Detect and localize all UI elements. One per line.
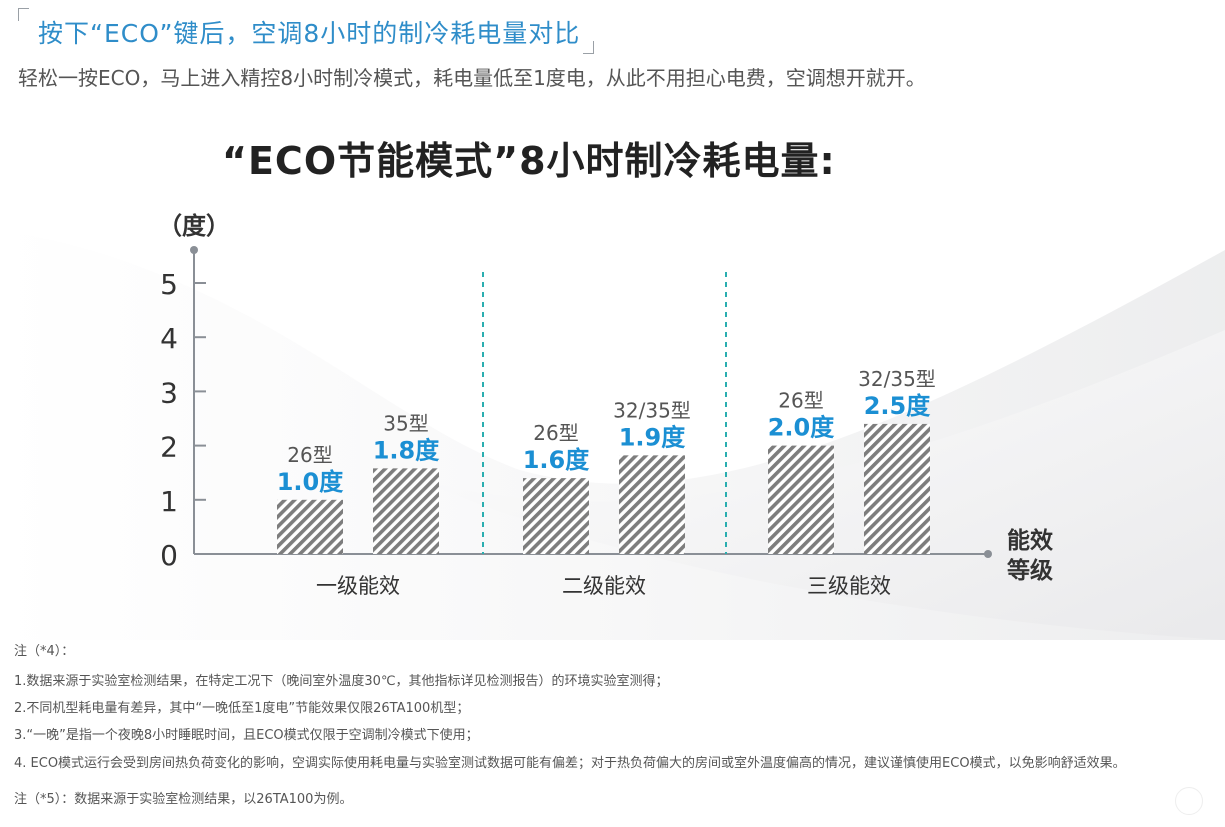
bar-model-label: 26型	[287, 443, 332, 467]
bar-value-label: 2.5度	[864, 392, 932, 420]
bar-value-label: 1.8度	[373, 436, 441, 464]
y-tick-label: 1	[160, 485, 178, 518]
x-axis-label: 能效	[1007, 527, 1053, 554]
note-item: 2.不同机型耗电量有差异，其中“一晚低至1度电”节能效果仅限26TA100机型；	[14, 701, 470, 716]
bar	[277, 499, 343, 554]
note-item: 3.“一晚”是指一个夜晚8小时睡眠时间，且ECO模式仅限于空调制冷模式下使用；	[14, 728, 479, 743]
header: 按下“ECO”键后，空调8小时的制冷耗电量对比	[18, 8, 595, 54]
bar	[768, 445, 834, 554]
bar-model-label: 26型	[778, 389, 823, 413]
bar-model-label: 26型	[533, 421, 578, 445]
bar	[619, 455, 685, 554]
x-axis-end-dot	[984, 550, 992, 558]
notes-header: 注（*4）：	[14, 644, 75, 659]
bar	[523, 478, 589, 554]
x-category-label: 二级能效	[562, 574, 646, 598]
subheadline: 轻松一按ECO，马上进入精控8小时制冷模式，耗电量低至1度电，从此不用担心电费，…	[18, 66, 926, 90]
bar-model-label: 32/35型	[613, 398, 691, 422]
note-item: 4. ECO模式运行会受到房间热负荷变化的影响，空调实际使用耗电量与实验室测试数…	[14, 756, 1126, 771]
bar-value-label: 1.9度	[619, 423, 687, 451]
bar	[864, 423, 930, 554]
notes-footer: 注（*5）：数据来源于实验室检测结果，以26TA100为例。	[14, 792, 353, 807]
x-axis-label: 等级	[1007, 557, 1053, 584]
bar-value-label: 2.0度	[768, 414, 836, 442]
y-tick-label: 4	[160, 322, 178, 355]
note-item: 1.数据来源于实验室检测结果，在特定工况下（晚间室外温度30℃，其他指标详见检测…	[14, 674, 669, 689]
bar-model-label: 35型	[383, 411, 428, 435]
headline-frame: 按下“ECO”键后，空调8小时的制冷耗电量对比	[18, 8, 595, 54]
bar-value-label: 1.0度	[277, 468, 345, 496]
bar	[373, 468, 439, 554]
x-category-label: 一级能效	[316, 574, 400, 598]
y-axis-label: （度）	[158, 212, 230, 240]
y-tick-label: 3	[160, 376, 178, 409]
y-axis-end-dot	[190, 246, 198, 254]
bar-value-label: 1.6度	[523, 446, 591, 474]
chart-title: “ECO节能模式”8小时制冷耗电量:	[222, 139, 836, 183]
bar-model-label: 32/35型	[858, 367, 936, 391]
y-tick-label: 0	[160, 539, 178, 572]
x-category-label: 三级能效	[807, 574, 891, 598]
y-tick-label: 2	[160, 431, 178, 464]
bar-chart: 012345（度）能效等级26型1.0度35型1.8度一级能效26型1.6度32…	[158, 212, 1053, 598]
headline: 按下“ECO”键后，空调8小时的制冷耗电量对比	[38, 19, 581, 48]
y-tick-label: 5	[160, 268, 178, 301]
watermark-logo	[1175, 787, 1203, 815]
